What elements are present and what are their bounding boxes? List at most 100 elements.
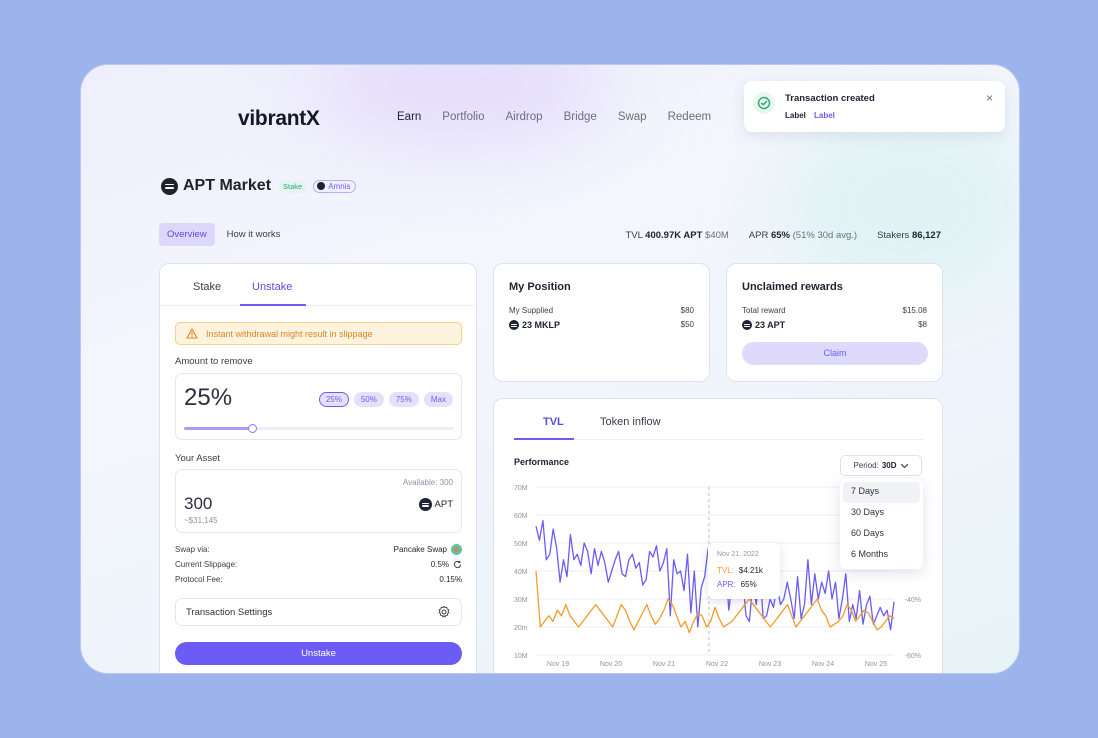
slider-fill: [184, 427, 252, 430]
apt-coin-icon: [161, 177, 178, 195]
swap-via-row: Swap via: Pancake Swap: [175, 544, 462, 555]
supplied-label: My Supplied: [509, 306, 554, 315]
slippage-text: 0.5%: [430, 560, 449, 569]
x-axis-tick-label: Nov 20: [600, 661, 622, 668]
tab-stake[interactable]: Stake: [193, 281, 222, 293]
transaction-settings-label: Transaction Settings: [186, 607, 273, 618]
period-option-6m[interactable]: 6 Months: [851, 549, 889, 559]
apt-coin-icon: [418, 498, 432, 511]
tab-overview[interactable]: Overview: [159, 223, 215, 246]
y-right-axis-tick-label: -60%: [905, 653, 921, 660]
swap-via-label: Swap via:: [175, 545, 210, 554]
nav-bridge[interactable]: Bridge: [563, 111, 597, 123]
transaction-settings[interactable]: Transaction Settings: [175, 598, 462, 626]
unstake-button[interactable]: Unstake: [175, 642, 462, 665]
nav-earn[interactable]: Earn: [397, 111, 422, 123]
toast-title: Transaction created: [785, 93, 875, 104]
toast-link[interactable]: Label: [814, 111, 835, 120]
amnis-logo-icon: [317, 182, 326, 190]
x-axis-tick-label: Nov 25: [865, 661, 887, 668]
protocol-fee-row: Protocol Fee: 0.15%: [175, 575, 462, 584]
x-axis-tick-label: Nov 23: [759, 661, 781, 668]
slider-handle[interactable]: [247, 424, 257, 433]
market-header: APT Market Stake Amnis: [161, 177, 357, 195]
supplied-row: My Supplied $80: [509, 306, 694, 315]
y-axis-tick-label: 10M: [514, 653, 528, 660]
period-option-60d[interactable]: 60 Days: [851, 528, 885, 538]
nav-redeem[interactable]: Redeem: [667, 111, 712, 123]
amnis-badge[interactable]: Amnis: [313, 179, 357, 193]
chart-card: TVL Token inflow Performance Period: 30D…: [493, 398, 943, 673]
slippage-value: 0.5%: [431, 560, 462, 569]
chip-25[interactable]: 25%: [318, 392, 349, 407]
active-tab-indicator: [240, 304, 306, 306]
reward-token-usd: $8: [918, 320, 927, 329]
active-tab-indicator: [514, 438, 574, 440]
stake-panel: Stake Unstake Instant withdrawal might r…: [159, 263, 477, 673]
period-option-7d[interactable]: 7 Days: [843, 482, 920, 503]
tab-token-inflow[interactable]: Token inflow: [600, 416, 661, 428]
asset-token: APT: [418, 498, 453, 511]
warning-icon: [186, 328, 198, 339]
my-position-title: My Position: [509, 281, 571, 293]
unclaimed-rewards-card: Unclaimed rewards Total reward $15.08 23…: [726, 263, 943, 382]
pancake-swap-icon: [451, 544, 462, 555]
asset-usd-value: ~$31,145: [184, 516, 218, 525]
tab-tvl[interactable]: TVL: [543, 416, 564, 428]
refresh-icon[interactable]: [453, 560, 462, 569]
amount-box: 25% 25% 50% 75% Max: [175, 373, 462, 440]
amount-label: Amount to remove: [175, 356, 253, 367]
period-select[interactable]: Period: 30D: [840, 455, 922, 476]
apr-stat: APR 65% (51% 30d avg.): [748, 230, 858, 241]
asset-token-label: APT: [434, 499, 453, 510]
chip-max[interactable]: Max: [423, 392, 453, 407]
amount-percent: 25%: [184, 384, 233, 411]
period-option-30d[interactable]: 30 Days: [851, 507, 885, 517]
total-reward-usd: $15.08: [902, 306, 927, 315]
chip-75[interactable]: 75%: [388, 392, 419, 407]
available-balance: Available: 300: [402, 478, 453, 487]
total-reward-row: Total reward $15.08: [742, 306, 927, 315]
swap-via-value: Pancake Swap: [394, 544, 462, 555]
nav-portfolio[interactable]: Portfolio: [442, 111, 485, 123]
period-label: Period:: [853, 461, 879, 470]
period-value: 30D: [881, 461, 897, 470]
tooltip-apr: APR: 65%: [717, 580, 757, 589]
tab-how-it-works[interactable]: How it works: [226, 229, 281, 240]
tvl-stat: TVL 400.97K APT $40M: [625, 230, 729, 241]
chart-tabs: TVL Token inflow: [514, 399, 924, 440]
y-axis-tick-label: 20m: [514, 625, 528, 632]
nav-airdrop[interactable]: Airdrop: [505, 111, 543, 123]
swap-via-text: Pancake Swap: [393, 545, 447, 554]
nav-swap[interactable]: Swap: [617, 111, 647, 123]
claim-button[interactable]: Claim: [742, 342, 928, 365]
supplied-usd: $80: [680, 306, 694, 315]
y-right-axis-tick-label: -40%: [905, 597, 921, 604]
close-icon[interactable]: ×: [985, 91, 993, 105]
position-token: 23 MKLP: [509, 320, 560, 330]
toast-label: Label: [785, 111, 806, 120]
tvl-series-line: [535, 570, 895, 634]
reward-token-row: 23 APT $8: [742, 320, 927, 330]
warning-text: Instant withdrawal might result in slipp…: [206, 328, 373, 339]
asset-amount-input[interactable]: 300: [184, 494, 213, 513]
page-tabs: Overview How it works: [159, 223, 288, 246]
y-axis-tick-label: 60M: [514, 513, 528, 520]
asset-box: Available: 300 300 ~$31,145 APT: [175, 469, 462, 533]
amount-slider[interactable]: [184, 424, 454, 433]
x-axis-tick-label: Nov 24: [812, 661, 834, 668]
position-token-row: 23 MKLP $50: [509, 320, 694, 330]
chip-50[interactable]: 50%: [353, 392, 384, 407]
background-glow: [311, 65, 611, 145]
gear-icon[interactable]: [437, 605, 451, 619]
apt-coin-icon: [742, 320, 752, 330]
tab-unstake[interactable]: Unstake: [252, 281, 293, 293]
slippage-warning: Instant withdrawal might result in slipp…: [175, 322, 462, 345]
tooltip-date: Nov 21, 2022: [717, 551, 759, 558]
logo[interactable]: vibrantX: [238, 107, 320, 130]
protocol-fee-label: Protocol Fee:: [175, 575, 223, 584]
slippage-row: Current Slippage: 0.5%: [175, 560, 462, 569]
stakers-stat: Stakers 86,127: [877, 230, 941, 241]
x-axis-tick-label: Nov 22: [706, 661, 728, 668]
amnis-badge-label: Amnis: [328, 181, 351, 191]
